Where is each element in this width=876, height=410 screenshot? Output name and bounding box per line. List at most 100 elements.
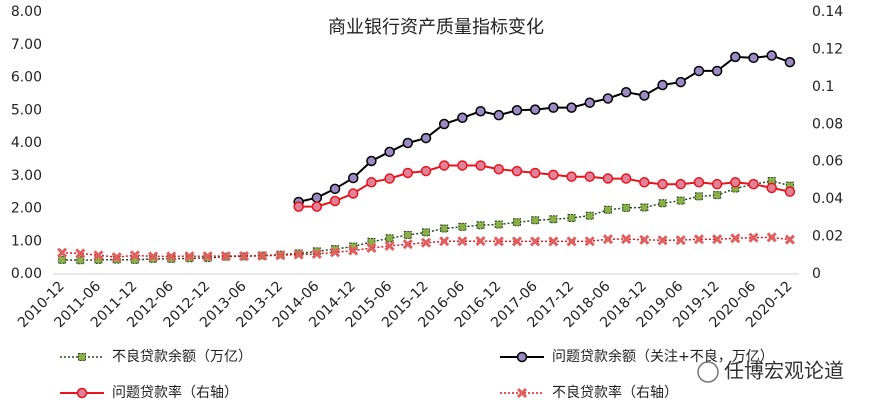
data-point xyxy=(529,167,541,179)
data-point xyxy=(621,233,632,245)
data-point xyxy=(93,250,104,261)
data-point xyxy=(422,228,430,237)
data-point xyxy=(402,167,414,179)
data-point xyxy=(548,169,559,181)
data-point xyxy=(129,250,140,261)
data-point xyxy=(748,232,759,243)
data-point xyxy=(784,234,795,245)
data-point xyxy=(458,222,467,231)
data-point xyxy=(329,195,341,207)
data-point xyxy=(639,234,650,245)
data-point xyxy=(620,86,632,98)
data-point xyxy=(567,213,576,222)
data-point xyxy=(457,236,468,247)
series-line xyxy=(298,54,791,203)
data-point xyxy=(148,251,159,262)
data-point xyxy=(184,251,195,262)
data-point xyxy=(348,245,359,256)
data-point xyxy=(548,236,559,247)
data-point xyxy=(549,215,558,224)
data-point xyxy=(384,146,395,158)
legend-label: 不良贷款余额（万亿） xyxy=(112,348,252,365)
data-point xyxy=(603,205,612,214)
data-point xyxy=(693,177,705,188)
data-point xyxy=(311,248,322,260)
data-point xyxy=(676,196,685,205)
data-point xyxy=(602,173,614,184)
legend-marker xyxy=(78,353,86,361)
legend-marker xyxy=(516,351,528,363)
data-point xyxy=(493,163,505,175)
data-point xyxy=(730,177,741,188)
data-point xyxy=(347,172,359,184)
data-point xyxy=(402,137,414,149)
data-point xyxy=(166,251,177,262)
data-point xyxy=(439,236,450,247)
data-point xyxy=(420,237,432,248)
data-point xyxy=(202,251,213,262)
data-point xyxy=(347,188,359,199)
data-point xyxy=(530,236,541,247)
data-point xyxy=(640,203,649,212)
data-point xyxy=(548,102,559,113)
y2-tick-label: 0.14 xyxy=(812,4,843,20)
data-point xyxy=(475,236,486,247)
data-point xyxy=(766,50,777,61)
data-point xyxy=(585,211,594,220)
data-point xyxy=(531,216,540,225)
data-point xyxy=(675,178,686,190)
y-tick-label: 5.00 xyxy=(11,102,42,118)
data-point xyxy=(694,192,703,201)
data-point xyxy=(238,250,250,262)
data-point xyxy=(584,97,596,108)
data-point xyxy=(712,234,723,245)
data-point xyxy=(457,112,468,124)
data-point xyxy=(693,234,704,245)
y2-tick-label: 0.12 xyxy=(812,41,843,57)
data-point xyxy=(476,221,485,230)
y2-tick-label: 0.04 xyxy=(812,191,843,207)
data-point xyxy=(602,93,614,104)
data-point xyxy=(693,65,705,77)
data-point xyxy=(657,178,668,190)
data-point xyxy=(566,236,577,247)
y-tick-label: 7.00 xyxy=(11,37,42,53)
data-point xyxy=(384,240,395,251)
data-point xyxy=(329,183,341,195)
data-point xyxy=(384,173,395,184)
data-point xyxy=(220,250,231,262)
data-point xyxy=(440,224,449,233)
data-point xyxy=(367,237,376,246)
data-point xyxy=(658,199,667,208)
data-point xyxy=(58,255,67,264)
y2-tick-label: 0.02 xyxy=(812,229,843,245)
data-point xyxy=(566,171,577,182)
data-point xyxy=(639,90,650,101)
chart-title: 商业银行资产质量指标变化 xyxy=(328,17,544,38)
data-point xyxy=(511,105,523,116)
data-point xyxy=(511,236,523,247)
y-tick-label: 2.00 xyxy=(11,201,42,217)
data-point xyxy=(366,155,377,167)
data-point xyxy=(748,178,759,190)
data-point xyxy=(784,56,796,68)
watermark-icon xyxy=(697,361,719,383)
data-point xyxy=(293,201,304,212)
legend-marker xyxy=(76,387,88,399)
watermark: 任博宏观论道 xyxy=(724,359,844,383)
legend-marker xyxy=(516,387,528,399)
data-point xyxy=(420,132,432,144)
data-point xyxy=(76,256,85,265)
y-tick-label: 1.00 xyxy=(11,233,42,249)
y-tick-label: 8.00 xyxy=(11,4,42,20)
data-point xyxy=(475,105,486,117)
data-point xyxy=(529,104,541,115)
y2-tick-label: 0.06 xyxy=(812,154,843,170)
data-point xyxy=(675,235,686,246)
data-point xyxy=(711,65,723,77)
data-point xyxy=(494,220,503,229)
y2-tick-label: 0 xyxy=(812,266,821,282)
data-point xyxy=(438,118,450,130)
data-point xyxy=(711,178,723,190)
